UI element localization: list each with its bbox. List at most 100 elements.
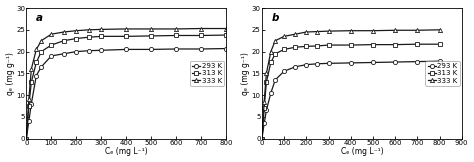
313 K (38, 51, 44, 52)
293 K (348, 62, 354, 64)
333 K (73, 30, 79, 32)
313 K (370, 44, 376, 46)
293 K (223, 48, 229, 50)
313 K (48, 44, 54, 46)
293 K (73, 51, 79, 52)
333 K (48, 33, 54, 35)
Line: 293 K: 293 K (260, 59, 442, 141)
333 K (414, 29, 420, 31)
293 K (48, 55, 54, 57)
293 K (273, 79, 278, 81)
333 K (34, 48, 39, 50)
333 K (392, 29, 398, 31)
293 K (123, 48, 129, 50)
293 K (292, 66, 298, 68)
313 K (273, 53, 278, 55)
313 K (261, 107, 267, 109)
313 K (28, 81, 34, 83)
313 K (24, 138, 29, 140)
293 K (315, 63, 320, 65)
313 K (348, 44, 354, 46)
Line: 333 K: 333 K (24, 26, 228, 141)
293 K (34, 75, 39, 76)
293 K (281, 70, 287, 72)
293 K (259, 138, 265, 140)
333 K (61, 31, 67, 33)
313 K (123, 35, 129, 37)
333 K (198, 28, 204, 29)
313 K (268, 62, 273, 64)
313 K (315, 45, 320, 47)
313 K (281, 48, 287, 50)
293 K (392, 61, 398, 63)
313 K (264, 81, 269, 83)
333 K (273, 40, 278, 42)
313 K (303, 45, 309, 47)
Line: 313 K: 313 K (260, 42, 442, 141)
Line: 313 K: 313 K (24, 33, 228, 141)
293 K (99, 49, 104, 51)
333 K (24, 138, 29, 140)
Y-axis label: qₑ (mg g⁻¹): qₑ (mg g⁻¹) (6, 52, 15, 95)
293 K (86, 50, 91, 52)
333 K (99, 28, 104, 30)
293 K (198, 48, 204, 50)
Text: a: a (36, 13, 43, 23)
313 K (99, 35, 104, 37)
Y-axis label: qₑ (mg g⁻¹): qₑ (mg g⁻¹) (241, 52, 250, 95)
Text: b: b (272, 13, 279, 23)
333 K (348, 30, 354, 32)
333 K (370, 30, 376, 32)
293 K (61, 53, 67, 55)
333 K (38, 40, 44, 42)
X-axis label: Cₑ (mg L⁻¹): Cₑ (mg L⁻¹) (340, 147, 383, 156)
333 K (148, 28, 154, 30)
293 K (24, 138, 29, 140)
293 K (303, 64, 309, 66)
333 K (292, 33, 298, 35)
293 K (26, 120, 32, 122)
333 K (259, 138, 265, 140)
333 K (326, 30, 331, 32)
Line: 293 K: 293 K (24, 46, 228, 141)
293 K (268, 92, 273, 94)
333 K (264, 72, 269, 74)
293 K (370, 62, 376, 64)
313 K (26, 105, 32, 107)
313 K (148, 35, 154, 37)
333 K (28, 68, 34, 70)
293 K (264, 109, 269, 111)
293 K (173, 48, 179, 50)
333 K (303, 31, 309, 33)
293 K (148, 48, 154, 50)
313 K (173, 35, 179, 36)
333 K (26, 98, 32, 100)
313 K (437, 43, 442, 45)
293 K (414, 61, 420, 63)
333 K (437, 29, 442, 31)
333 K (173, 28, 179, 30)
313 K (61, 40, 67, 42)
333 K (268, 51, 273, 52)
293 K (38, 66, 44, 68)
313 K (292, 46, 298, 48)
313 K (392, 44, 398, 46)
X-axis label: Cₑ (mg L⁻¹): Cₑ (mg L⁻¹) (105, 147, 147, 156)
Line: 333 K: 333 K (260, 28, 442, 141)
Legend: 293 K, 313 K, 333 K: 293 K, 313 K, 333 K (190, 61, 224, 86)
333 K (315, 31, 320, 33)
313 K (73, 38, 79, 40)
293 K (261, 122, 267, 124)
333 K (123, 28, 129, 30)
333 K (281, 35, 287, 37)
313 K (198, 35, 204, 36)
333 K (261, 101, 267, 103)
313 K (414, 43, 420, 45)
293 K (326, 62, 331, 64)
333 K (86, 29, 91, 31)
293 K (437, 60, 442, 62)
313 K (326, 44, 331, 46)
293 K (28, 103, 34, 105)
313 K (223, 34, 229, 36)
313 K (259, 138, 265, 140)
